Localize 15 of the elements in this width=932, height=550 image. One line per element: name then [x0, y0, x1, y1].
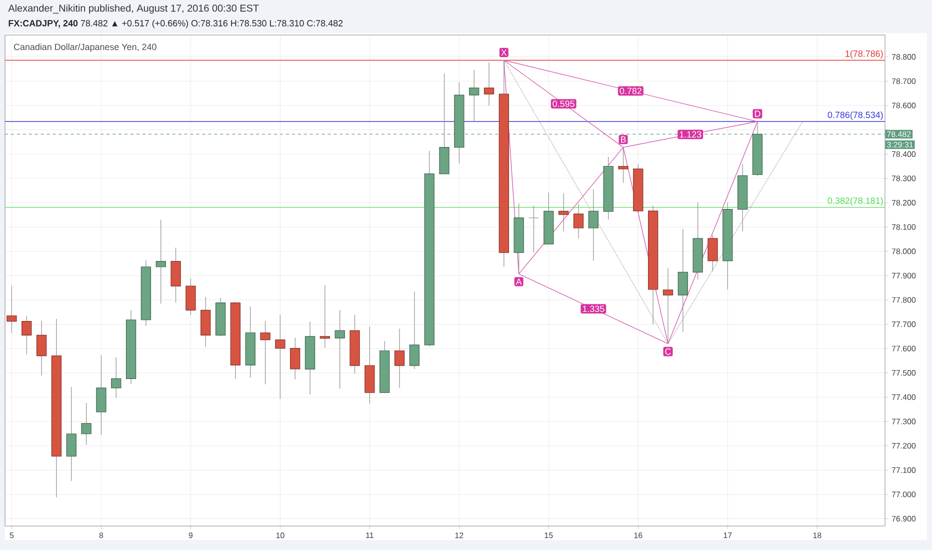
text: Alexander_Nikitin published, August 17, 2016 00:30 EST: [8, 4, 259, 14]
annotation: B: [620, 136, 626, 143]
annotation: C: [665, 348, 671, 355]
annotation: 1.335: [582, 306, 604, 312]
annotation: 0.595: [552, 100, 574, 107]
text: Canadian Dollar/Japanese Yen, 240: [14, 44, 156, 52]
text: FX:CADJPY, 240 78.482 ▲ +0.517 (+0.66%) O:78.316 H:78.530 L:78.310 C:78.482: [8, 20, 343, 28]
ref-line-label: 0.382(78.181): [828, 197, 883, 206]
annotation: 1.123: [680, 131, 702, 138]
ref-line-label: 0.786(78.534): [828, 111, 883, 120]
annotation: 0.782: [620, 88, 642, 94]
annotation: D: [754, 110, 760, 117]
ref-line-label: 1(78.786): [846, 50, 883, 59]
annotation: X: [501, 49, 507, 56]
annotation: A: [516, 278, 522, 285]
